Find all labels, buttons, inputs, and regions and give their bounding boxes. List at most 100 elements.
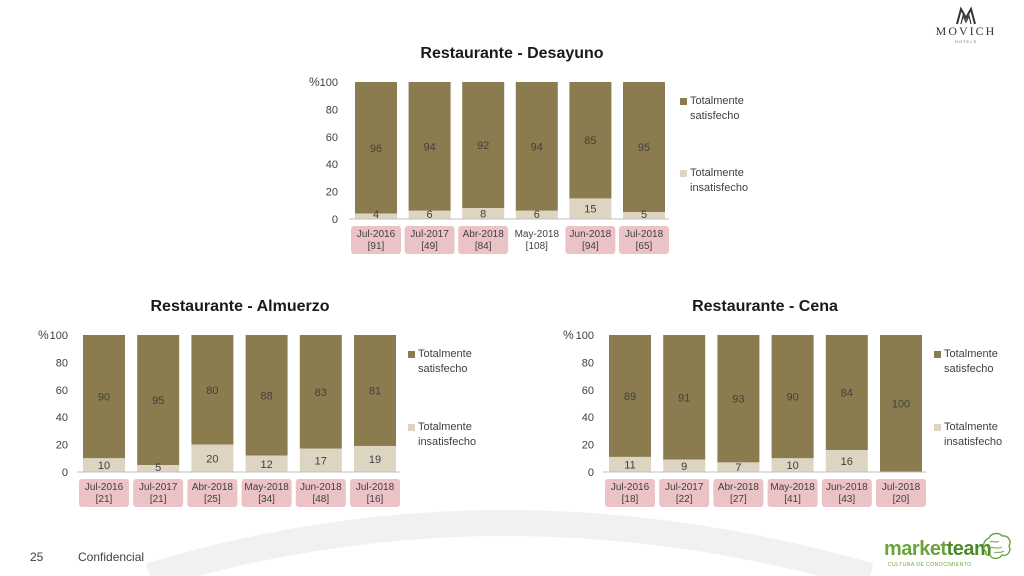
chart-2-category-period: Jul-2017 xyxy=(139,482,178,493)
chart-1-label-unsatisfied: 15 xyxy=(584,204,596,216)
chart-2-label-unsatisfied: 19 xyxy=(369,454,381,466)
chart-3-label-unsatisfied: 10 xyxy=(786,460,798,472)
chart-1-bar-unsatisfied xyxy=(623,212,665,219)
chart-1-legend-text-satisfied-1: Totalmente xyxy=(690,95,744,107)
chart-1-legend-swatch-unsatisfied xyxy=(680,170,687,177)
chart-2-bar-unsatisfied xyxy=(354,445,396,472)
chart-1-category-period: Jul-2017 xyxy=(410,229,449,240)
chart-1-label-unsatisfied: 6 xyxy=(427,209,433,221)
chart-3-y-tick: 20 xyxy=(582,440,594,452)
chart-1-label-satisfied: 94 xyxy=(531,141,543,153)
chart-1-label-satisfied: 94 xyxy=(423,141,435,153)
chart-1-category-n: [65] xyxy=(636,241,653,252)
chart-2-category-n: [16] xyxy=(367,494,384,505)
chart-3-category-highlight xyxy=(713,479,764,507)
page-number: 25 xyxy=(30,550,44,564)
chart-2-bar-satisfied xyxy=(354,335,396,446)
chart-3-y-tick: 40 xyxy=(582,412,594,424)
chart-2-label-satisfied: 81 xyxy=(369,385,381,397)
chart-3-y-tick: 100 xyxy=(576,330,594,342)
brain-icon xyxy=(982,532,1011,560)
chart-2-legend-text-satisfied-1: Totalmente xyxy=(418,348,472,360)
chart-1-bar-satisfied xyxy=(408,82,451,211)
chart-2-category-highlight xyxy=(187,479,238,507)
chart-1-category-n: [84] xyxy=(475,241,492,252)
chart-2-category-n: [21] xyxy=(150,494,167,505)
chart-1-bar-unsatisfied xyxy=(515,210,558,219)
chart-2-y-tick: 40 xyxy=(56,412,68,424)
chart-3-bar-unsatisfied xyxy=(663,459,706,472)
chart-1-bar-satisfied xyxy=(623,82,665,213)
chart-3-category-n: [22] xyxy=(676,494,693,505)
chart-2-legend-swatch-satisfied xyxy=(408,351,415,358)
chart-3-y-tick: 60 xyxy=(582,385,594,397)
chart-2-category-n: [34] xyxy=(258,494,275,505)
chart-2-category-period: Jul-2016 xyxy=(85,482,124,493)
movich-logo: MOVICH HOTELS xyxy=(926,6,1006,44)
chart-3-y-tick: 0 xyxy=(588,467,594,479)
chart-3-category-n: [18] xyxy=(622,494,639,505)
chart-3-legend-swatch-satisfied xyxy=(934,351,941,358)
chart-2-category-n: [48] xyxy=(312,494,329,505)
chart-1-bar-satisfied xyxy=(515,82,558,211)
chart-3-category-n: [43] xyxy=(838,494,855,505)
chart-2-bar-unsatisfied xyxy=(83,458,125,472)
chart-1-category-n: [94] xyxy=(582,241,599,252)
marketteam-tagline: CULTURA DE CONOCIMIENTO xyxy=(888,562,972,568)
chart-2-legend-text-unsatisfied-1: Totalmente xyxy=(418,421,472,433)
chart-1-category-highlight xyxy=(404,226,455,254)
chart-1-y-tick: 80 xyxy=(326,104,338,116)
chart-3-category-n: [41] xyxy=(784,494,801,505)
chart-2-legend-swatch-unsatisfied xyxy=(408,424,415,431)
chart-1-label-satisfied: 95 xyxy=(638,142,650,154)
chart-3-category-n: [20] xyxy=(893,494,910,505)
chart-2-label-satisfied: 83 xyxy=(315,387,327,399)
chart-1-category-n: [49] xyxy=(421,241,438,252)
chart-2-bar-satisfied xyxy=(299,335,342,449)
chart-2-category-highlight xyxy=(295,479,346,507)
chart-1-label-satisfied: 96 xyxy=(370,143,382,155)
chart-2-y-tick: 60 xyxy=(56,385,68,397)
chart-3-label-satisfied: 91 xyxy=(678,392,690,404)
chart-1-category-highlight xyxy=(565,226,616,254)
chart-1-bar-satisfied xyxy=(462,82,505,209)
chart-1-legend-swatch-satisfied xyxy=(680,98,687,105)
chart-3-legend-text-unsatisfied-1: Totalmente xyxy=(944,421,998,433)
chart-1-label-unsatisfied: 4 xyxy=(373,209,379,221)
chart-3-label-unsatisfied: 9 xyxy=(681,461,687,473)
chart-3-category-period: Jul-2017 xyxy=(665,482,704,493)
chart-3-category-period: Jul-2016 xyxy=(611,482,650,493)
chart-3-category-period: Abr-2018 xyxy=(718,482,760,493)
chart-1-legend-text-satisfied-2: satisfecho xyxy=(690,110,740,122)
chart-1-category-highlight xyxy=(351,226,401,254)
chart-1-category-period: Jul-2016 xyxy=(357,229,396,240)
chart-2-bar-unsatisfied xyxy=(245,455,288,472)
chart-1-title: Restaurante - Desayuno xyxy=(420,45,603,62)
chart-2-y-tick: 20 xyxy=(56,440,68,452)
marketteam-word-2: team xyxy=(946,538,992,560)
chart-2-legend-text-unsatisfied-2: insatisfecho xyxy=(418,436,476,448)
chart-3-bar-satisfied xyxy=(609,335,651,457)
chart-2-label-unsatisfied: 10 xyxy=(98,460,110,472)
chart-2-label-satisfied: 80 xyxy=(206,385,218,397)
chart-3-category-highlight xyxy=(821,479,872,507)
chart-3-bar-satisfied xyxy=(717,335,760,463)
chart-3-category-highlight xyxy=(767,479,818,507)
chart-3-label-satisfied: 93 xyxy=(732,394,744,406)
chart-2-bar-satisfied xyxy=(245,335,288,456)
chart-2-y-tick: 80 xyxy=(56,357,68,369)
chart-2-category-period: Jul-2018 xyxy=(356,482,395,493)
chart-2-category-n: [25] xyxy=(204,494,221,505)
chart-3-label-satisfied: 84 xyxy=(841,388,853,400)
chart-2-label-unsatisfied: 12 xyxy=(260,459,272,471)
chart-2-label-unsatisfied: 5 xyxy=(155,462,161,474)
chart-3-category-period: Jun-2018 xyxy=(826,482,868,493)
chart-2-category-highlight xyxy=(241,479,292,507)
chart-1-category-highlight xyxy=(458,226,509,254)
chart-1-bar-unsatisfied xyxy=(569,198,612,219)
chart-2-label-unsatisfied: 17 xyxy=(315,455,327,467)
chart-3-label-unsatisfied: 16 xyxy=(841,456,853,468)
chart-3-legend-swatch-unsatisfied xyxy=(934,424,941,431)
marketteam-wordmark: marketteam xyxy=(884,538,992,561)
